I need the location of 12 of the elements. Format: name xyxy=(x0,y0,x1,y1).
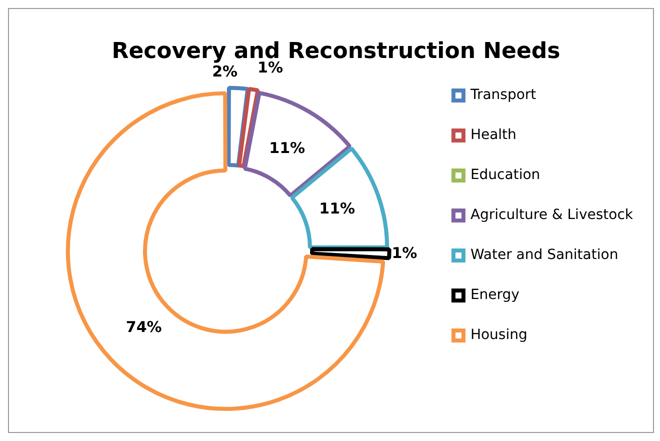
legend-label: Transport xyxy=(469,87,537,104)
legend-label: Housing xyxy=(470,327,528,344)
data-label: 2% xyxy=(212,62,238,81)
legend-label: Health xyxy=(470,127,516,144)
legend-label: Education xyxy=(470,167,540,184)
data-label: 11% xyxy=(269,138,306,157)
data-label: 11% xyxy=(319,199,356,218)
legend-label: Agriculture & Livestock xyxy=(470,207,634,224)
legend-label: Water and Sanitation xyxy=(470,247,618,264)
data-label: 1% xyxy=(392,244,418,262)
legend-label: Energy xyxy=(470,287,520,304)
data-label: 74% xyxy=(126,318,162,336)
